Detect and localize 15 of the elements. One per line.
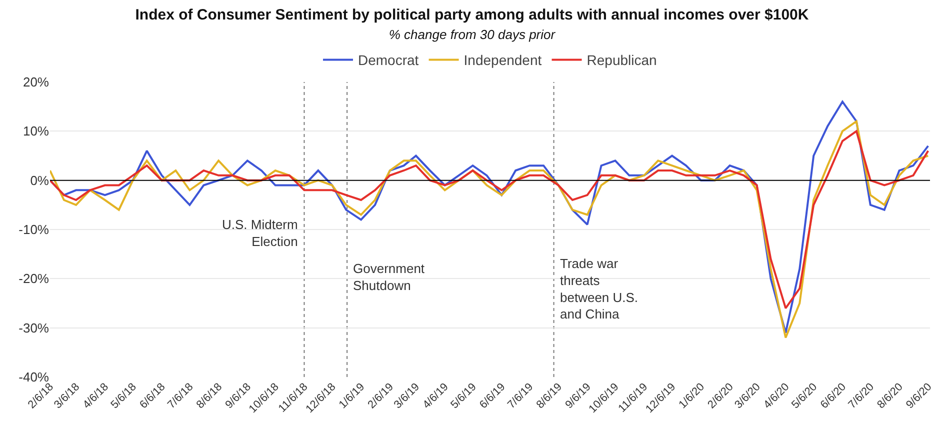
y-tick-label: -10%: [18, 222, 50, 238]
y-tick-label: -30%: [18, 320, 50, 336]
legend-label: Independent: [464, 52, 542, 68]
legend-label: Republican: [586, 52, 657, 68]
y-tick-label: 20%: [22, 74, 50, 90]
y-tick-label: 0%: [30, 172, 50, 188]
chart-subtitle: % change from 30 days prior: [388, 26, 556, 42]
chart-title: Index of Consumer Sentiment by political party among adults with annual incomes over $100K: [135, 6, 809, 24]
y-tick-label: 10%: [22, 124, 50, 139]
y-tick-label: -20%: [18, 271, 50, 286]
legend-label: Democrat: [358, 52, 419, 68]
line-series: [50, 130, 930, 310]
ref-line-label: Government Shutdown: [353, 261, 425, 293]
ref-line-label: U.S. Midterm Election: [222, 217, 298, 249]
ref-line-label: Trade war threats between U.S. and China: [560, 256, 638, 322]
